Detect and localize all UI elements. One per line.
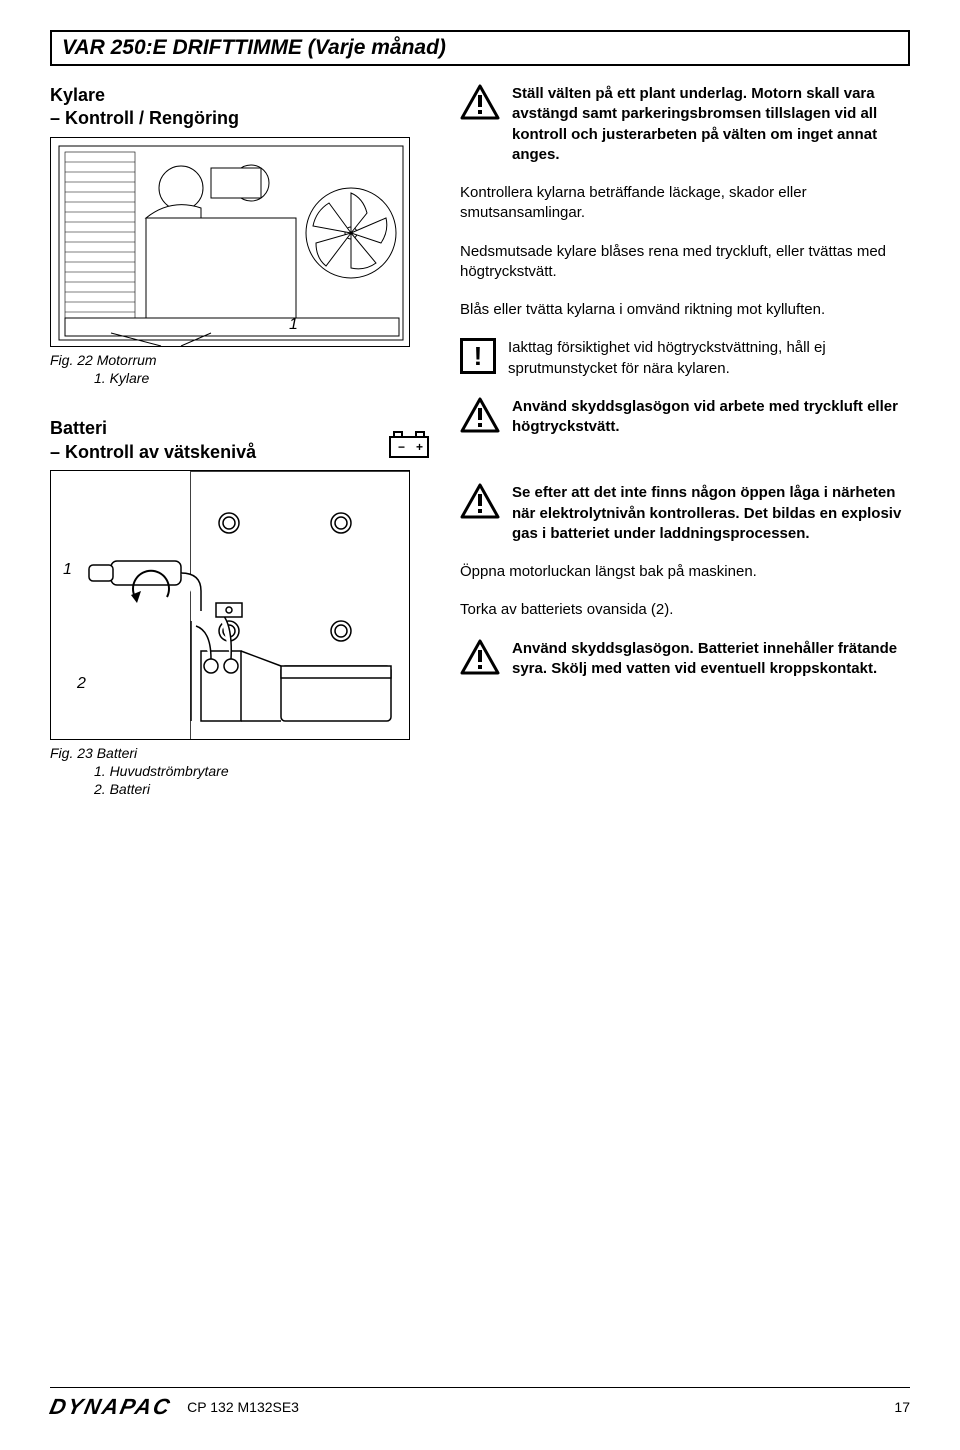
- svg-text:+: +: [416, 440, 423, 454]
- fig23-caption-line1: Fig. 23 Batteri: [50, 744, 430, 762]
- warning-block-3: Se efter att det inte finns någon öppen …: [460, 483, 910, 544]
- warning-text-4: Använd skyddsglasögon. Batteriet innehål…: [512, 639, 910, 680]
- engine-diagram: [51, 138, 410, 347]
- right-column: Ställ välten på ett plant underlag. Moto…: [460, 84, 910, 829]
- warning-triangle-icon: [460, 483, 500, 519]
- page-title-box: VAR 250:E DRIFTTIMME (Varje månad): [50, 30, 910, 66]
- warning-block-2: Använd skyddsglasögon vid arbete med try…: [460, 397, 910, 438]
- fig23-caption-item1: 1. Huvudströmbrytare: [50, 762, 430, 780]
- battery-icon: − +: [388, 429, 430, 459]
- page-footer: DYNAPAC CP 132 M132SE3 17: [50, 1387, 910, 1420]
- warning-triangle-icon: [460, 639, 500, 675]
- paragraph-2: Nedsmutsade kylare blåses rena med tryck…: [460, 242, 910, 283]
- fig22-callout-1: 1: [289, 316, 298, 334]
- caution-block-1: ! Iakttag försiktighet vid högtryckstvät…: [460, 338, 910, 379]
- warning-triangle-icon: [460, 84, 500, 120]
- section-kylare-title: Kylare – Kontroll / Rengöring: [50, 84, 430, 131]
- dynapac-logo: DYNAPAC: [47, 1394, 174, 1420]
- svg-text:−: −: [398, 440, 405, 454]
- section-batteri-title: Batteri – Kontroll av vätskenivå: [50, 417, 382, 464]
- fig23-callout-2: 2: [77, 675, 86, 693]
- figure-22-motorrum: 1: [50, 137, 410, 347]
- fig22-caption-line1: Fig. 22 Motorrum: [50, 351, 430, 369]
- page-title: VAR 250:E DRIFTTIMME (Varje månad): [62, 36, 898, 60]
- fig23-caption-item2: 2. Batteri: [50, 780, 430, 798]
- fig22-caption-item1: 1. Kylare: [50, 369, 430, 387]
- left-column: Kylare – Kontroll / Rengöring: [50, 84, 430, 829]
- warning-text-3: Se efter att det inte finns någon öppen …: [512, 483, 910, 544]
- exclamation-box-icon: !: [460, 338, 496, 374]
- figure-23-caption: Fig. 23 Batteri 1. Huvudströmbrytare 2. …: [50, 744, 430, 799]
- warning-block-1: Ställ välten på ett plant underlag. Moto…: [460, 84, 910, 165]
- paragraph-1: Kontrollera kylarna beträffande läckage,…: [460, 183, 910, 224]
- figure-22-caption: Fig. 22 Motorrum 1. Kylare: [50, 351, 430, 387]
- paragraph-3: Blås eller tvätta kylarna i omvänd riktn…: [460, 300, 910, 320]
- footer-doc-id: CP 132 M132SE3: [187, 1399, 299, 1415]
- warning-block-4: Använd skyddsglasögon. Batteriet innehål…: [460, 639, 910, 680]
- paragraph-5: Torka av batteriets ovansida (2).: [460, 600, 910, 620]
- figure-23-batteri: 1 2: [50, 470, 410, 740]
- battery-diagram: [51, 471, 410, 740]
- paragraph-4: Öppna motorluckan längst bak på maskinen…: [460, 562, 910, 582]
- page-number: 17: [894, 1399, 910, 1415]
- caution-text-1: Iakttag försiktighet vid högtryckstvättn…: [508, 338, 910, 379]
- fig23-callout-1: 1: [63, 561, 72, 579]
- warning-text-2: Använd skyddsglasögon vid arbete med try…: [512, 397, 910, 438]
- warning-triangle-icon: [460, 397, 500, 433]
- warning-text-1: Ställ välten på ett plant underlag. Moto…: [512, 84, 910, 165]
